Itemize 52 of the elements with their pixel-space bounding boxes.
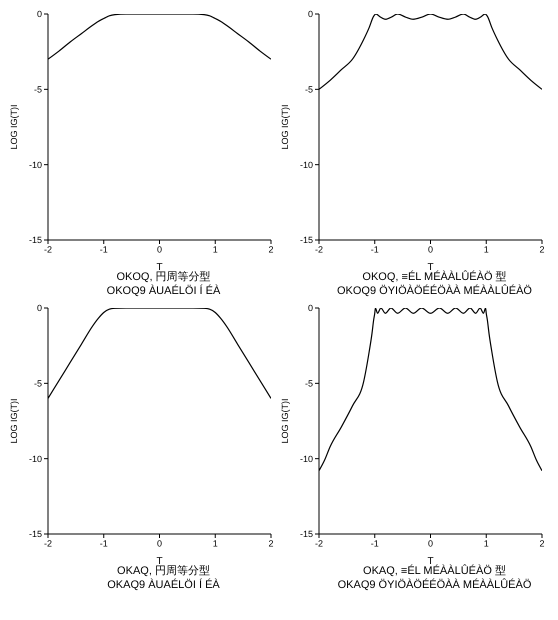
- x-tick-label: -2: [314, 538, 324, 548]
- x-tick-label: 1: [484, 538, 489, 548]
- text: OKAQ9 ÖYIÖÀÖÉÉÖÀÀ MÉÀÀLÛÉÀÖ: [336, 578, 532, 592]
- y-tick-label: -10: [300, 160, 313, 170]
- x-tick-label: 0: [156, 538, 162, 548]
- y-tick-label: -10: [28, 160, 42, 170]
- x-axis-title: T: [156, 556, 163, 567]
- y-tick-label: 0: [308, 9, 313, 20]
- y-tick-label: -5: [304, 84, 313, 95]
- x-axis-title: T: [427, 262, 434, 273]
- text: OKOQ, 円周等分型: [115, 270, 212, 284]
- x-tick-label: 2: [268, 538, 274, 548]
- x-tick-label: 0: [428, 244, 434, 254]
- x-tick-label: 1: [212, 538, 218, 548]
- x-axis-title: T: [427, 556, 434, 567]
- y-tick-label: 0: [36, 9, 42, 20]
- x-tick-label: 0: [428, 538, 434, 548]
- x-tick-label: 1: [212, 244, 218, 254]
- text: OKAQ9 ÀUAÉLÖI Í ÉÀ: [106, 578, 221, 592]
- x-tick-label: -2: [44, 244, 52, 254]
- text: OKOQ, ≡ÉL MÉÀÀLÛÉÀÖ 型: [361, 270, 508, 284]
- x-tick-label: -1: [100, 538, 108, 548]
- y-tick-label: -15: [300, 235, 313, 246]
- x-tick-label: 2: [539, 244, 545, 254]
- y-axis-title: LOG IG(T)I: [9, 104, 20, 150]
- y-tick-label: -15: [300, 529, 313, 540]
- x-tick-label: -2: [314, 244, 324, 254]
- x-tick-label: 1: [484, 244, 489, 254]
- y-axis-title: LOG IG(T)I: [280, 104, 290, 150]
- y-axis-title: LOG IG(T)I: [9, 398, 20, 444]
- y-tick-label: -5: [34, 378, 42, 389]
- x-tick-label: -1: [370, 538, 379, 548]
- x-axis-title: T: [156, 262, 163, 273]
- text: OKOQ9 ÀUAÉLÖI Í ÉÀ: [106, 284, 222, 298]
- text: OKAQ, 円周等分型: [116, 564, 211, 578]
- y-tick-label: -15: [28, 235, 42, 246]
- x-tick-label: -2: [44, 538, 52, 548]
- x-tick-label: 0: [156, 244, 162, 254]
- y-tick-label: 0: [308, 303, 313, 314]
- x-tick-label: 2: [539, 538, 545, 548]
- y-tick-label: -5: [34, 84, 42, 95]
- text: OKOQ9 ÖYIÖÀÖÉÉÖÀÀ MÉÀÀLÛÉÀÖ: [336, 284, 533, 298]
- text: OKAQ, ≡ÉL MÉÀÀLÛÉÀÖ 型: [362, 564, 507, 578]
- y-tick-label: -15: [28, 529, 42, 540]
- x-tick-label: 2: [268, 244, 274, 254]
- y-tick-label: -10: [300, 454, 313, 464]
- y-axis-title: LOG IG(T)I: [280, 398, 290, 444]
- y-tick-label: 0: [36, 303, 42, 314]
- y-tick-label: -5: [304, 378, 313, 389]
- x-tick-label: -1: [370, 244, 379, 254]
- y-tick-label: -10: [28, 454, 42, 464]
- x-tick-label: -1: [100, 244, 108, 254]
